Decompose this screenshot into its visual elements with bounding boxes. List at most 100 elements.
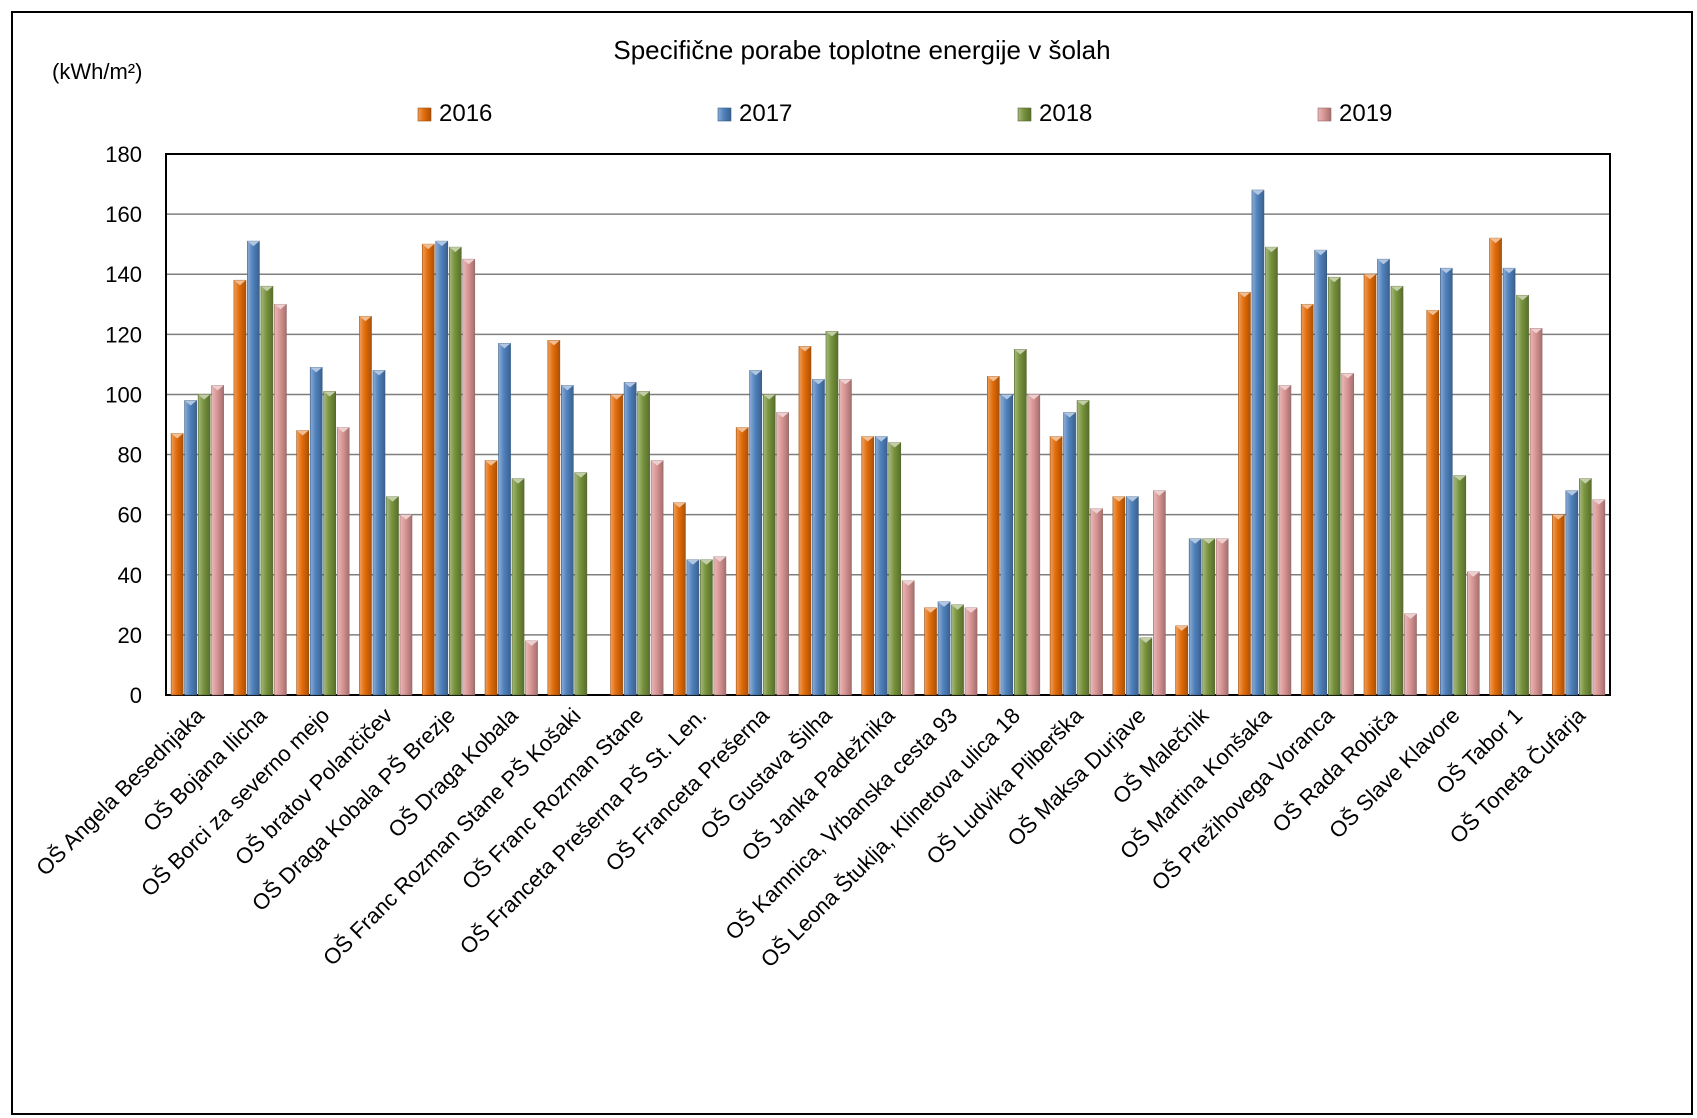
bar-cap-2018: [1453, 475, 1466, 481]
y-tick-label: 40: [118, 563, 142, 588]
bar-2017: [937, 601, 951, 696]
bar-cap-2019: [902, 580, 915, 586]
bar-2019: [1466, 571, 1480, 696]
y-tick-label: 140: [105, 262, 142, 287]
bar-cap-2018: [1202, 538, 1215, 544]
bar-cap-2019: [462, 259, 475, 265]
bar-2017: [623, 382, 637, 696]
bar-2019: [1215, 538, 1229, 696]
bar-cap-2017: [1565, 490, 1578, 496]
y-tick-label: 60: [118, 503, 142, 528]
y-tick-label: 0: [130, 683, 142, 708]
bar-cap-2019: [1153, 490, 1166, 496]
bar-cap-2019: [274, 304, 287, 310]
bar-cap-2016: [422, 244, 435, 250]
bar-2016: [861, 436, 875, 696]
bar-2016: [1049, 436, 1063, 696]
bar-cap-2016: [547, 340, 560, 346]
bar-cap-2016: [1301, 304, 1314, 310]
bar-cap-2017: [498, 343, 511, 349]
bar-2019: [964, 607, 978, 696]
legend-label-2016: 2016: [439, 100, 492, 127]
bar-2018: [888, 442, 902, 696]
bar-cap-2017: [812, 379, 825, 385]
bar-2018: [1579, 478, 1592, 696]
y-tick-label: 20: [118, 623, 142, 648]
bar-cap-2017: [372, 370, 385, 376]
bar-cap-2016: [359, 316, 372, 322]
bar-2018: [762, 394, 776, 696]
bar-cap-2016: [924, 607, 937, 613]
bar-cap-2018: [323, 391, 336, 397]
y-tick-label: 100: [105, 382, 142, 407]
bar-2019: [650, 460, 664, 696]
bar-cap-2019: [965, 607, 978, 613]
bar-cap-2016: [1426, 310, 1439, 316]
bar-2018: [197, 394, 211, 696]
bar-2019: [462, 258, 476, 696]
bar-2018: [1202, 538, 1215, 696]
bar-cap-2017: [1314, 250, 1327, 256]
bar-2018: [637, 391, 650, 696]
y-tick-label: 80: [118, 443, 142, 468]
bar-cap-2017: [1440, 268, 1453, 274]
bar-cap-2019: [1278, 385, 1291, 391]
bar-cap-2017: [624, 382, 637, 388]
bar-2017: [1251, 189, 1265, 696]
bar-2017: [1063, 412, 1076, 696]
bar-2017: [435, 240, 449, 696]
bar-2018: [700, 559, 713, 696]
x-tick-label: OŠ Kamnica, Vrbanska cesta 93: [720, 703, 962, 945]
bar-cap-2019: [839, 379, 852, 385]
bar-cap-2019: [1467, 571, 1480, 577]
bar-2018: [1076, 400, 1090, 696]
bar-cap-2017: [875, 436, 888, 442]
legend-label-2018: 2018: [1039, 100, 1092, 127]
bar-cap-2018: [1265, 247, 1278, 253]
chart-frame: [11, 11, 1693, 1115]
bar-cap-2018: [386, 496, 399, 502]
bar-cap-2019: [1027, 394, 1040, 400]
bar-2019: [713, 556, 727, 696]
bar-cap-2016: [1112, 496, 1125, 502]
bar-cap-2017: [1126, 496, 1139, 502]
plot-border: [165, 153, 1611, 696]
bar-cap-2017: [247, 241, 260, 247]
bar-2018: [1014, 349, 1027, 696]
bar-2016: [1489, 237, 1502, 696]
bar-cap-2019: [1592, 499, 1605, 505]
bar-cap-2019: [1530, 328, 1543, 334]
bar-2017: [874, 436, 888, 696]
bar-2017: [247, 240, 260, 696]
bar-2019: [399, 514, 413, 696]
bar-2018: [448, 246, 462, 696]
bar-2018: [511, 478, 525, 696]
bar-cap-2016: [485, 460, 498, 466]
bar-2016: [1238, 291, 1251, 696]
bar-cap-2017: [1377, 259, 1390, 265]
bar-2018: [825, 331, 839, 696]
bar-cap-2017: [1251, 190, 1264, 196]
bar-cap-2018: [1579, 478, 1592, 484]
bar-cap-2017: [1063, 412, 1076, 418]
bar-cap-2016: [296, 430, 309, 436]
y-tick-label: 160: [105, 202, 142, 227]
bar-2018: [574, 472, 588, 696]
y-tick-label: 120: [105, 322, 142, 347]
bar-2019: [336, 427, 350, 696]
bar-cap-2018: [1077, 400, 1090, 406]
bar-cap-2016: [1489, 238, 1502, 244]
bar-cap-2017: [1189, 538, 1202, 544]
bar-2018: [1265, 246, 1278, 696]
bar-cap-2019: [337, 427, 350, 433]
legend-swatch-2019: [1317, 107, 1332, 122]
bar-cap-2017: [435, 241, 448, 247]
bar-2018: [323, 391, 337, 696]
bar-cap-2019: [525, 640, 538, 646]
bar-2017: [1565, 490, 1579, 696]
bar-2016: [673, 502, 686, 696]
bar-2017: [372, 370, 386, 696]
bar-2019: [1090, 508, 1103, 696]
bar-cap-2018: [951, 604, 964, 610]
bar-cap-2017: [561, 385, 574, 391]
